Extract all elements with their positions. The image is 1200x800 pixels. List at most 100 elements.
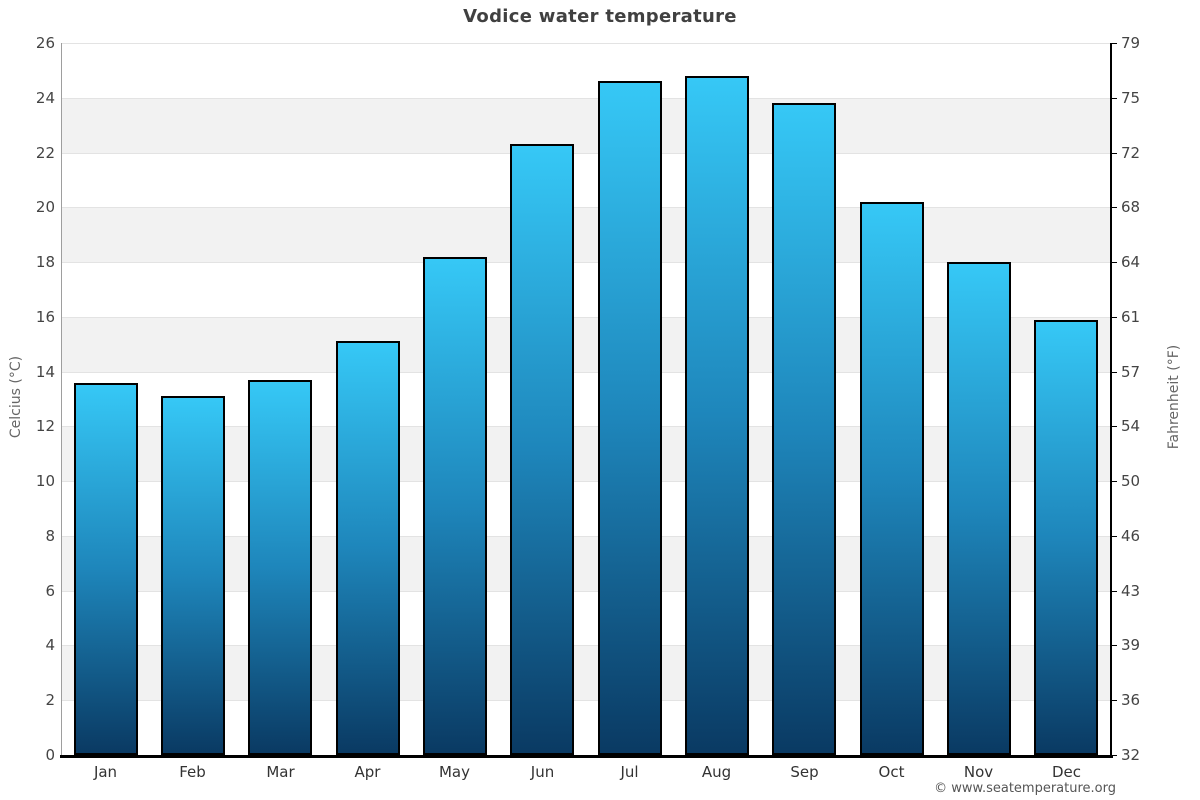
gridline bbox=[62, 645, 1110, 646]
grid-band bbox=[62, 152, 1110, 208]
credit-link[interactable]: © www.seatemperature.org bbox=[934, 781, 1116, 796]
bar-aug[interactable] bbox=[685, 76, 749, 755]
grid-band bbox=[62, 43, 1110, 98]
ytick-fahrenheit-72: 72 bbox=[1121, 144, 1141, 162]
tick-mark bbox=[1112, 153, 1117, 154]
grid-band bbox=[62, 535, 1110, 591]
grid-band bbox=[62, 426, 1110, 482]
ytick-celsius-8: 8 bbox=[45, 527, 55, 545]
bar-oct[interactable] bbox=[860, 202, 924, 755]
xlabel-oct: Oct bbox=[878, 763, 905, 781]
bar-dec[interactable] bbox=[1034, 320, 1098, 755]
ytick-fahrenheit-50: 50 bbox=[1121, 472, 1141, 490]
gridline bbox=[62, 98, 1110, 99]
ytick-celsius-22: 22 bbox=[35, 144, 55, 162]
y-axis-label-fahrenheit: Fahrenheit (°F) bbox=[1166, 344, 1182, 450]
left-axis-line bbox=[61, 43, 62, 755]
ytick-celsius-24: 24 bbox=[35, 89, 55, 107]
tick-mark bbox=[1112, 700, 1117, 701]
tick-mark bbox=[1112, 372, 1117, 373]
grid-band bbox=[62, 207, 1110, 263]
xlabel-apr: Apr bbox=[354, 763, 381, 781]
chart-title: Vodice water temperature bbox=[463, 6, 737, 27]
grid-band bbox=[62, 97, 1110, 153]
gridline bbox=[62, 262, 1110, 263]
ytick-celsius-14: 14 bbox=[35, 363, 55, 381]
ytick-fahrenheit-64: 64 bbox=[1121, 253, 1141, 271]
tick-mark bbox=[1112, 207, 1117, 208]
gridline bbox=[62, 317, 1110, 318]
ytick-fahrenheit-61: 61 bbox=[1121, 308, 1141, 326]
xlabel-aug: Aug bbox=[701, 763, 732, 781]
xlabel-jul: Jul bbox=[620, 763, 639, 781]
ytick-fahrenheit-68: 68 bbox=[1121, 198, 1141, 216]
grid-band bbox=[62, 645, 1110, 701]
tick-mark bbox=[1112, 481, 1117, 482]
grid-band bbox=[62, 481, 1110, 536]
bar-jul[interactable] bbox=[598, 81, 662, 755]
ytick-celsius-10: 10 bbox=[35, 472, 55, 490]
gridline bbox=[62, 43, 1110, 44]
gridline bbox=[62, 481, 1110, 482]
ytick-celsius-16: 16 bbox=[35, 308, 55, 326]
tick-mark bbox=[1112, 536, 1117, 537]
bar-sep[interactable] bbox=[772, 103, 836, 755]
ytick-celsius-6: 6 bbox=[45, 582, 55, 600]
plot-area bbox=[62, 43, 1110, 755]
right-axis-line bbox=[1110, 43, 1112, 757]
tick-mark bbox=[1112, 645, 1117, 646]
xlabel-nov: Nov bbox=[963, 763, 994, 781]
ytick-fahrenheit-39: 39 bbox=[1121, 636, 1141, 654]
gridline bbox=[62, 207, 1110, 208]
tick-mark bbox=[1112, 98, 1117, 99]
ytick-celsius-18: 18 bbox=[35, 253, 55, 271]
y-axis-label-celsius: Celcius (°C) bbox=[8, 355, 24, 439]
xlabel-dec: Dec bbox=[1051, 763, 1082, 781]
xlabel-feb: Feb bbox=[179, 763, 206, 781]
ytick-celsius-26: 26 bbox=[35, 34, 55, 52]
x-axis-line bbox=[60, 755, 1113, 758]
ytick-fahrenheit-75: 75 bbox=[1121, 89, 1141, 107]
ytick-celsius-2: 2 bbox=[45, 691, 55, 709]
gridline bbox=[62, 536, 1110, 537]
gridline bbox=[62, 426, 1110, 427]
bar-nov[interactable] bbox=[947, 262, 1011, 755]
bar-may[interactable] bbox=[423, 257, 487, 755]
xlabel-jan: Jan bbox=[93, 763, 118, 781]
tick-mark bbox=[1112, 317, 1117, 318]
bar-jan[interactable] bbox=[74, 383, 138, 755]
tick-mark bbox=[1112, 591, 1117, 592]
gridline bbox=[62, 372, 1110, 373]
tick-mark bbox=[1112, 426, 1117, 427]
ytick-fahrenheit-54: 54 bbox=[1121, 417, 1141, 435]
ytick-celsius-0: 0 bbox=[45, 746, 55, 764]
bar-jun[interactable] bbox=[510, 144, 574, 755]
xlabel-jun: Jun bbox=[530, 763, 555, 781]
tick-mark bbox=[1112, 43, 1117, 44]
grid-band bbox=[62, 371, 1110, 427]
ytick-fahrenheit-36: 36 bbox=[1121, 691, 1141, 709]
ytick-fahrenheit-43: 43 bbox=[1121, 582, 1141, 600]
ytick-celsius-20: 20 bbox=[35, 198, 55, 216]
xlabel-may: May bbox=[438, 763, 470, 781]
ytick-fahrenheit-57: 57 bbox=[1121, 363, 1141, 381]
ytick-fahrenheit-46: 46 bbox=[1121, 527, 1141, 545]
bar-feb[interactable] bbox=[161, 396, 225, 755]
xlabel-sep: Sep bbox=[790, 763, 819, 781]
ytick-fahrenheit-79: 79 bbox=[1121, 34, 1141, 52]
bar-apr[interactable] bbox=[336, 341, 400, 755]
xlabel-mar: Mar bbox=[266, 763, 295, 781]
gridline bbox=[62, 591, 1110, 592]
grid-band bbox=[62, 262, 1110, 317]
tick-mark bbox=[1112, 262, 1117, 263]
tick-mark bbox=[1112, 755, 1117, 756]
grid-band bbox=[62, 316, 1110, 372]
gridline bbox=[62, 153, 1110, 154]
ytick-celsius-4: 4 bbox=[45, 636, 55, 654]
bar-mar[interactable] bbox=[248, 380, 312, 755]
ytick-fahrenheit-32: 32 bbox=[1121, 746, 1141, 764]
grid-band bbox=[62, 590, 1110, 646]
gridline bbox=[62, 700, 1110, 701]
grid-band bbox=[62, 700, 1110, 755]
